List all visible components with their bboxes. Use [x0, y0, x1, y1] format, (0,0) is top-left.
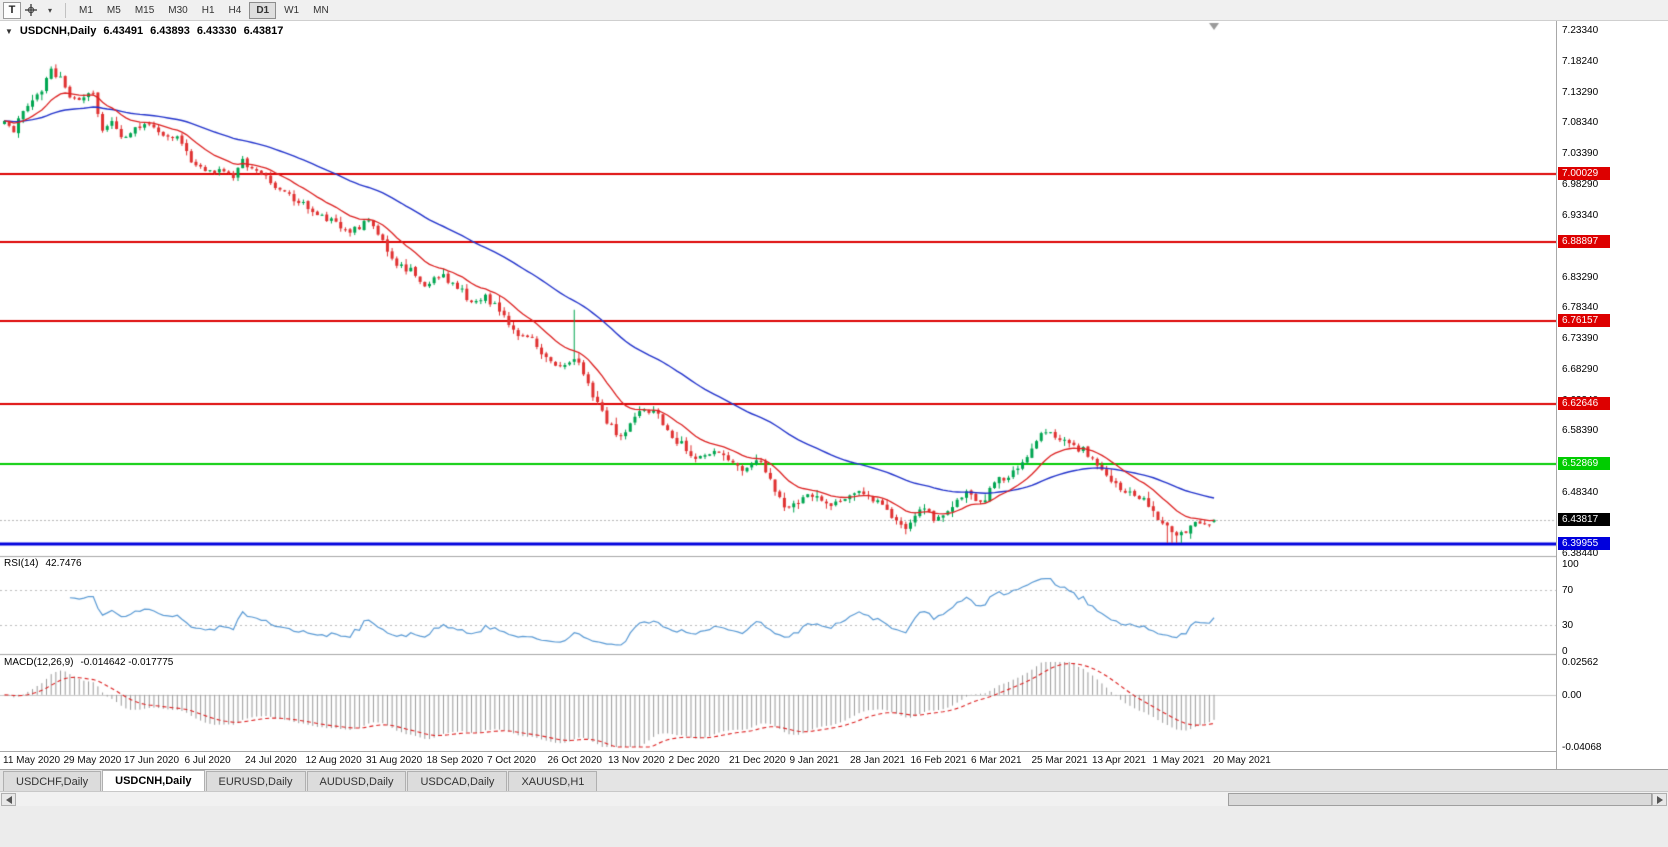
date-label: 12 Aug 2020 [305, 755, 362, 766]
date-label: 20 May 2021 [1213, 755, 1271, 766]
timeframe-button-m5[interactable]: M5 [106, 4, 121, 16]
dropdown-caret-icon[interactable]: ▾ [47, 5, 52, 15]
chart-canvas[interactable] [0, 21, 1556, 751]
line-price-badge: 6.39955 [1558, 536, 1610, 550]
price-tick-label: 6.38440 [1562, 548, 1599, 559]
date-label: 13 Apr 2021 [1092, 755, 1146, 766]
date-label: 26 Oct 2020 [547, 755, 602, 766]
price-tick-label: 6.98290 [1562, 179, 1599, 191]
macd-indicator-label: MACD(12,26,9) -0.014642 -0.017775 [4, 657, 174, 668]
timeframe-button-w1[interactable]: W1 [284, 4, 300, 16]
date-label: 29 May 2020 [63, 755, 122, 766]
line-price-badge: 6.62646 [1558, 396, 1610, 410]
ohlc-high: 6.43893 [150, 25, 190, 37]
rsi-indicator-label: RSI(14) 42.7476 [4, 558, 82, 569]
price-tick-label: 7.03390 [1562, 147, 1599, 159]
price-tick-label: 7.13290 [1562, 86, 1599, 98]
chart-tab-usdcnh[interactable]: USDCNH,Daily [102, 770, 205, 791]
date-label: 25 Mar 2021 [1031, 755, 1088, 766]
scroll-left-button[interactable] [1, 793, 16, 806]
date-label: 17 Jun 2020 [124, 755, 180, 766]
rsi-tick-label: 0 [1562, 646, 1568, 657]
price-tick-label: 6.73390 [1562, 332, 1599, 344]
timeframe-buttons: M1 M5 M15 M30 H1 H4 D1 W1 MN [72, 1, 336, 19]
collapse-icon[interactable]: ▼ [5, 27, 13, 36]
price-tick-label: 6.58390 [1562, 425, 1599, 437]
price-tick-label: 6.78340 [1562, 302, 1599, 314]
chart-workspace: ▼ USDCNH,Daily 6.43491 6.43893 6.43330 6… [0, 21, 1668, 769]
chart-tab-audusd[interactable]: AUDUSD,Daily [306, 771, 407, 791]
date-label: 31 Aug 2020 [366, 755, 423, 766]
macd-values: -0.014642 -0.017775 [80, 657, 174, 668]
date-label: 24 Jul 2020 [245, 755, 297, 766]
line-price-badge: 6.88897 [1558, 235, 1610, 249]
line-price-badge: 7.00029 [1558, 166, 1610, 180]
rsi-tick-label: 70 [1562, 585, 1574, 597]
ohlc-low: 6.43330 [196, 25, 237, 37]
scroll-thumb[interactable] [1228, 793, 1652, 806]
ohlc-open: 6.43491 [103, 25, 144, 37]
date-label: 13 Nov 2020 [608, 755, 665, 766]
macd-tick-label: 0.00 [1562, 689, 1582, 701]
rsi-value: 42.7476 [45, 558, 82, 569]
date-label: 16 Feb 2021 [910, 755, 967, 766]
date-label: 6 Mar 2021 [971, 755, 1022, 766]
date-label: 6 Jul 2020 [184, 755, 231, 766]
line-price-badge: 6.52869 [1558, 457, 1610, 471]
price-tick-label: 6.83290 [1562, 271, 1599, 283]
chart-tab-xauusd[interactable]: XAUUSD,H1 [508, 771, 598, 791]
cursor-tool-button[interactable] [22, 2, 40, 19]
timeframe-button-mn[interactable]: MN [313, 4, 329, 16]
price-tick-label: 7.18240 [1562, 56, 1599, 68]
status-filler [0, 806, 1668, 847]
date-label: 2 Dec 2020 [668, 755, 720, 766]
date-label: 28 Jan 2021 [850, 755, 906, 766]
current-price-badge: 6.43817 [1558, 512, 1610, 526]
chart-tabs-bar: USDCHF,Daily USDCNH,Daily EURUSD,Daily AUDU… [0, 769, 1668, 791]
crosshair-icon [25, 4, 37, 16]
price-axis[interactable]: 7.23340 7.18240 7.13290 7.08340 7.03390 6.982… [1556, 21, 1668, 769]
chart-tab-usdcad[interactable]: USDCAD,Daily [407, 771, 508, 791]
date-label: 18 Sep 2020 [426, 755, 484, 766]
scroll-right-button[interactable] [1652, 793, 1667, 806]
chart-symbol: USDCNH,Daily [19, 25, 97, 37]
horizontal-scrollbar[interactable] [0, 791, 1668, 806]
timeframe-button-h4[interactable]: H4 [228, 4, 242, 16]
timeframe-button-m30[interactable]: M30 [168, 4, 188, 16]
price-tick-label: 6.68290 [1562, 364, 1599, 376]
toolbar-t-button[interactable]: T [3, 1, 21, 19]
chart-title: ▼ USDCNH,Daily 6.43491 6.43893 6.43330 6… [5, 25, 283, 37]
macd-tick-label: -0.04068 [1562, 742, 1602, 753]
macd-tick-label: 0.02562 [1562, 657, 1599, 668]
timeframe-button-h1[interactable]: H1 [201, 4, 215, 16]
timeframe-button-m1[interactable]: M1 [79, 4, 93, 16]
date-label: 1 May 2021 [1152, 755, 1205, 766]
timeframe-button-m15[interactable]: M15 [134, 4, 155, 16]
date-label: 9 Jan 2021 [789, 755, 840, 766]
price-tick-label: 7.08340 [1562, 117, 1599, 129]
rsi-tick-label: 30 [1562, 619, 1574, 631]
date-label: 21 Dec 2020 [729, 755, 786, 766]
rsi-name: RSI(14) [4, 558, 39, 569]
timeframe-button-d1[interactable]: D1 [249, 1, 277, 19]
time-axis[interactable]: 11 May 2020 29 May 2020 17 Jun 2020 6 Jul 2… [0, 751, 1556, 769]
chart-tab-usdchf[interactable]: USDCHF,Daily [3, 771, 102, 791]
chart-tab-eurusd[interactable]: EURUSD,Daily [205, 771, 306, 791]
ohlc-close: 6.43817 [243, 25, 284, 37]
rsi-tick-label: 100 [1562, 559, 1579, 570]
date-label: 11 May 2020 [3, 755, 61, 766]
price-tick-label: 6.93340 [1562, 209, 1599, 221]
price-tick-label: 7.23340 [1562, 25, 1599, 36]
date-label: 7 Oct 2020 [487, 755, 536, 766]
macd-name: MACD(12,26,9) [4, 657, 74, 668]
top-toolbar: T ▾ M1 M5 M15 M30 H1 H4 D1 W1 MN [0, 0, 1668, 21]
price-tick-label: 6.48340 [1562, 487, 1599, 498]
toolbar-separator [65, 2, 66, 18]
scroll-right-arrow-icon [1656, 795, 1663, 804]
scroll-left-arrow-icon [5, 795, 12, 804]
line-price-badge: 6.76157 [1558, 313, 1610, 327]
